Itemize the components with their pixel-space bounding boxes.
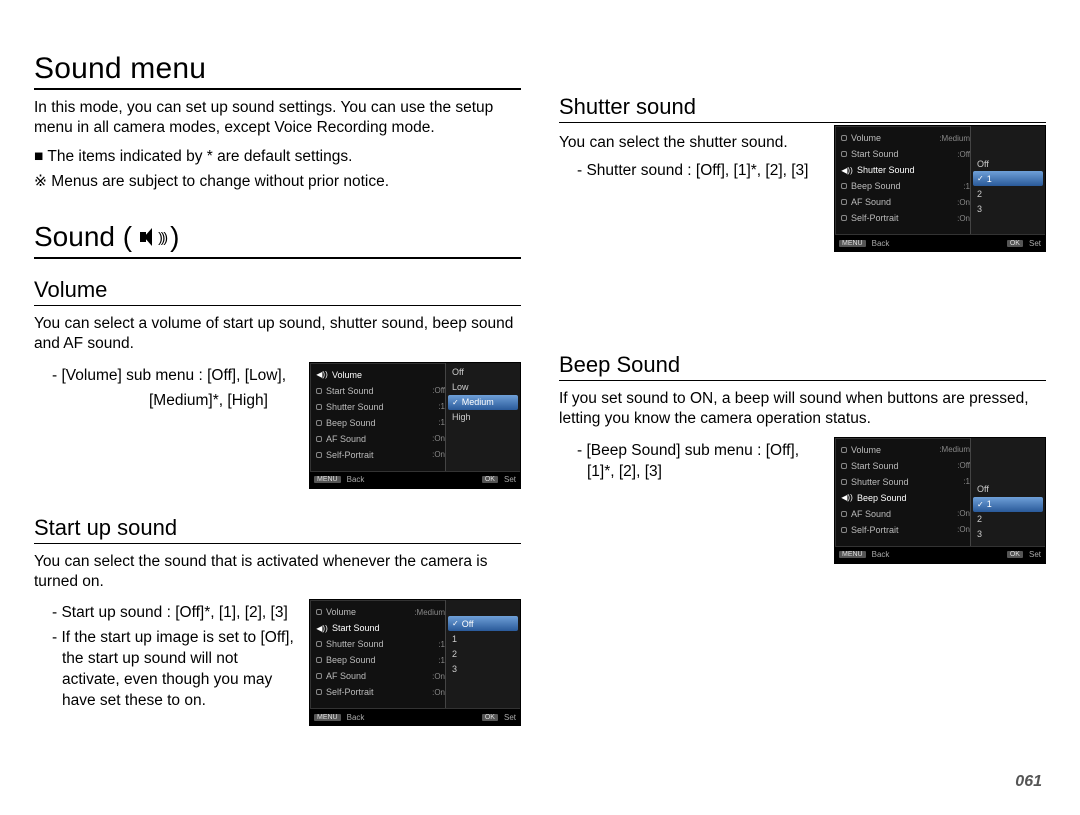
left-column: Sound menu In this mode, you can set up … xyxy=(34,52,521,726)
volume-menu-screenshot: ◀))VolumeStart Sound:OffShutter Sound:1B… xyxy=(309,362,521,489)
shutter-submenu: - Shutter sound : [Off], [1]*, [2], [3] xyxy=(559,161,820,182)
volume-submenu-line2: [Medium]*, [High] xyxy=(34,391,295,412)
note-default: ■ The items indicated by * are default s… xyxy=(34,146,521,168)
note-subject-to-change: ※ Menus are subject to change without pr… xyxy=(34,171,521,193)
right-column: Shutter sound You can select the shutter… xyxy=(559,52,1046,726)
beep-heading: Beep Sound xyxy=(559,352,1046,381)
shutter-text: You can select the shutter sound. xyxy=(559,133,820,153)
startup-text: You can select the sound that is activat… xyxy=(34,552,521,592)
intro-text: In this mode, you can set up sound setti… xyxy=(34,98,521,138)
beep-submenu: - [Beep Sound] sub menu : [Off], [1]*, [… xyxy=(559,441,820,483)
beep-menu-screenshot: Volume:MediumStart Sound:OffShutter Soun… xyxy=(834,437,1046,564)
sound-heading-text: Sound ( xyxy=(34,221,132,253)
startup-menu-screenshot: Volume:Medium◀))Start SoundShutter Sound… xyxy=(309,599,521,726)
beep-text: If you set sound to ON, a beep will soun… xyxy=(559,389,1046,429)
startup-note: - If the start up image is set to [Off],… xyxy=(34,628,295,712)
startup-heading: Start up sound xyxy=(34,515,521,544)
volume-heading: Volume xyxy=(34,277,521,306)
manual-page: Sound menu In this mode, you can set up … xyxy=(0,0,1080,815)
sound-heading-close: ) xyxy=(170,221,179,253)
page-title: Sound menu xyxy=(34,52,521,90)
speaker-icon: ))) xyxy=(140,227,162,247)
volume-submenu-line1: - [Volume] sub menu : [Off], [Low], xyxy=(34,366,295,387)
shutter-heading: Shutter sound xyxy=(559,94,1046,123)
volume-text: You can select a volume of start up soun… xyxy=(34,314,521,354)
startup-submenu: - Start up sound : [Off]*, [1], [2], [3] xyxy=(34,603,295,624)
shutter-menu-screenshot: Volume:MediumStart Sound:Off◀))Shutter S… xyxy=(834,125,1046,252)
sound-section-heading: Sound ( ))) ) xyxy=(34,221,521,259)
page-number: 061 xyxy=(1015,773,1042,791)
